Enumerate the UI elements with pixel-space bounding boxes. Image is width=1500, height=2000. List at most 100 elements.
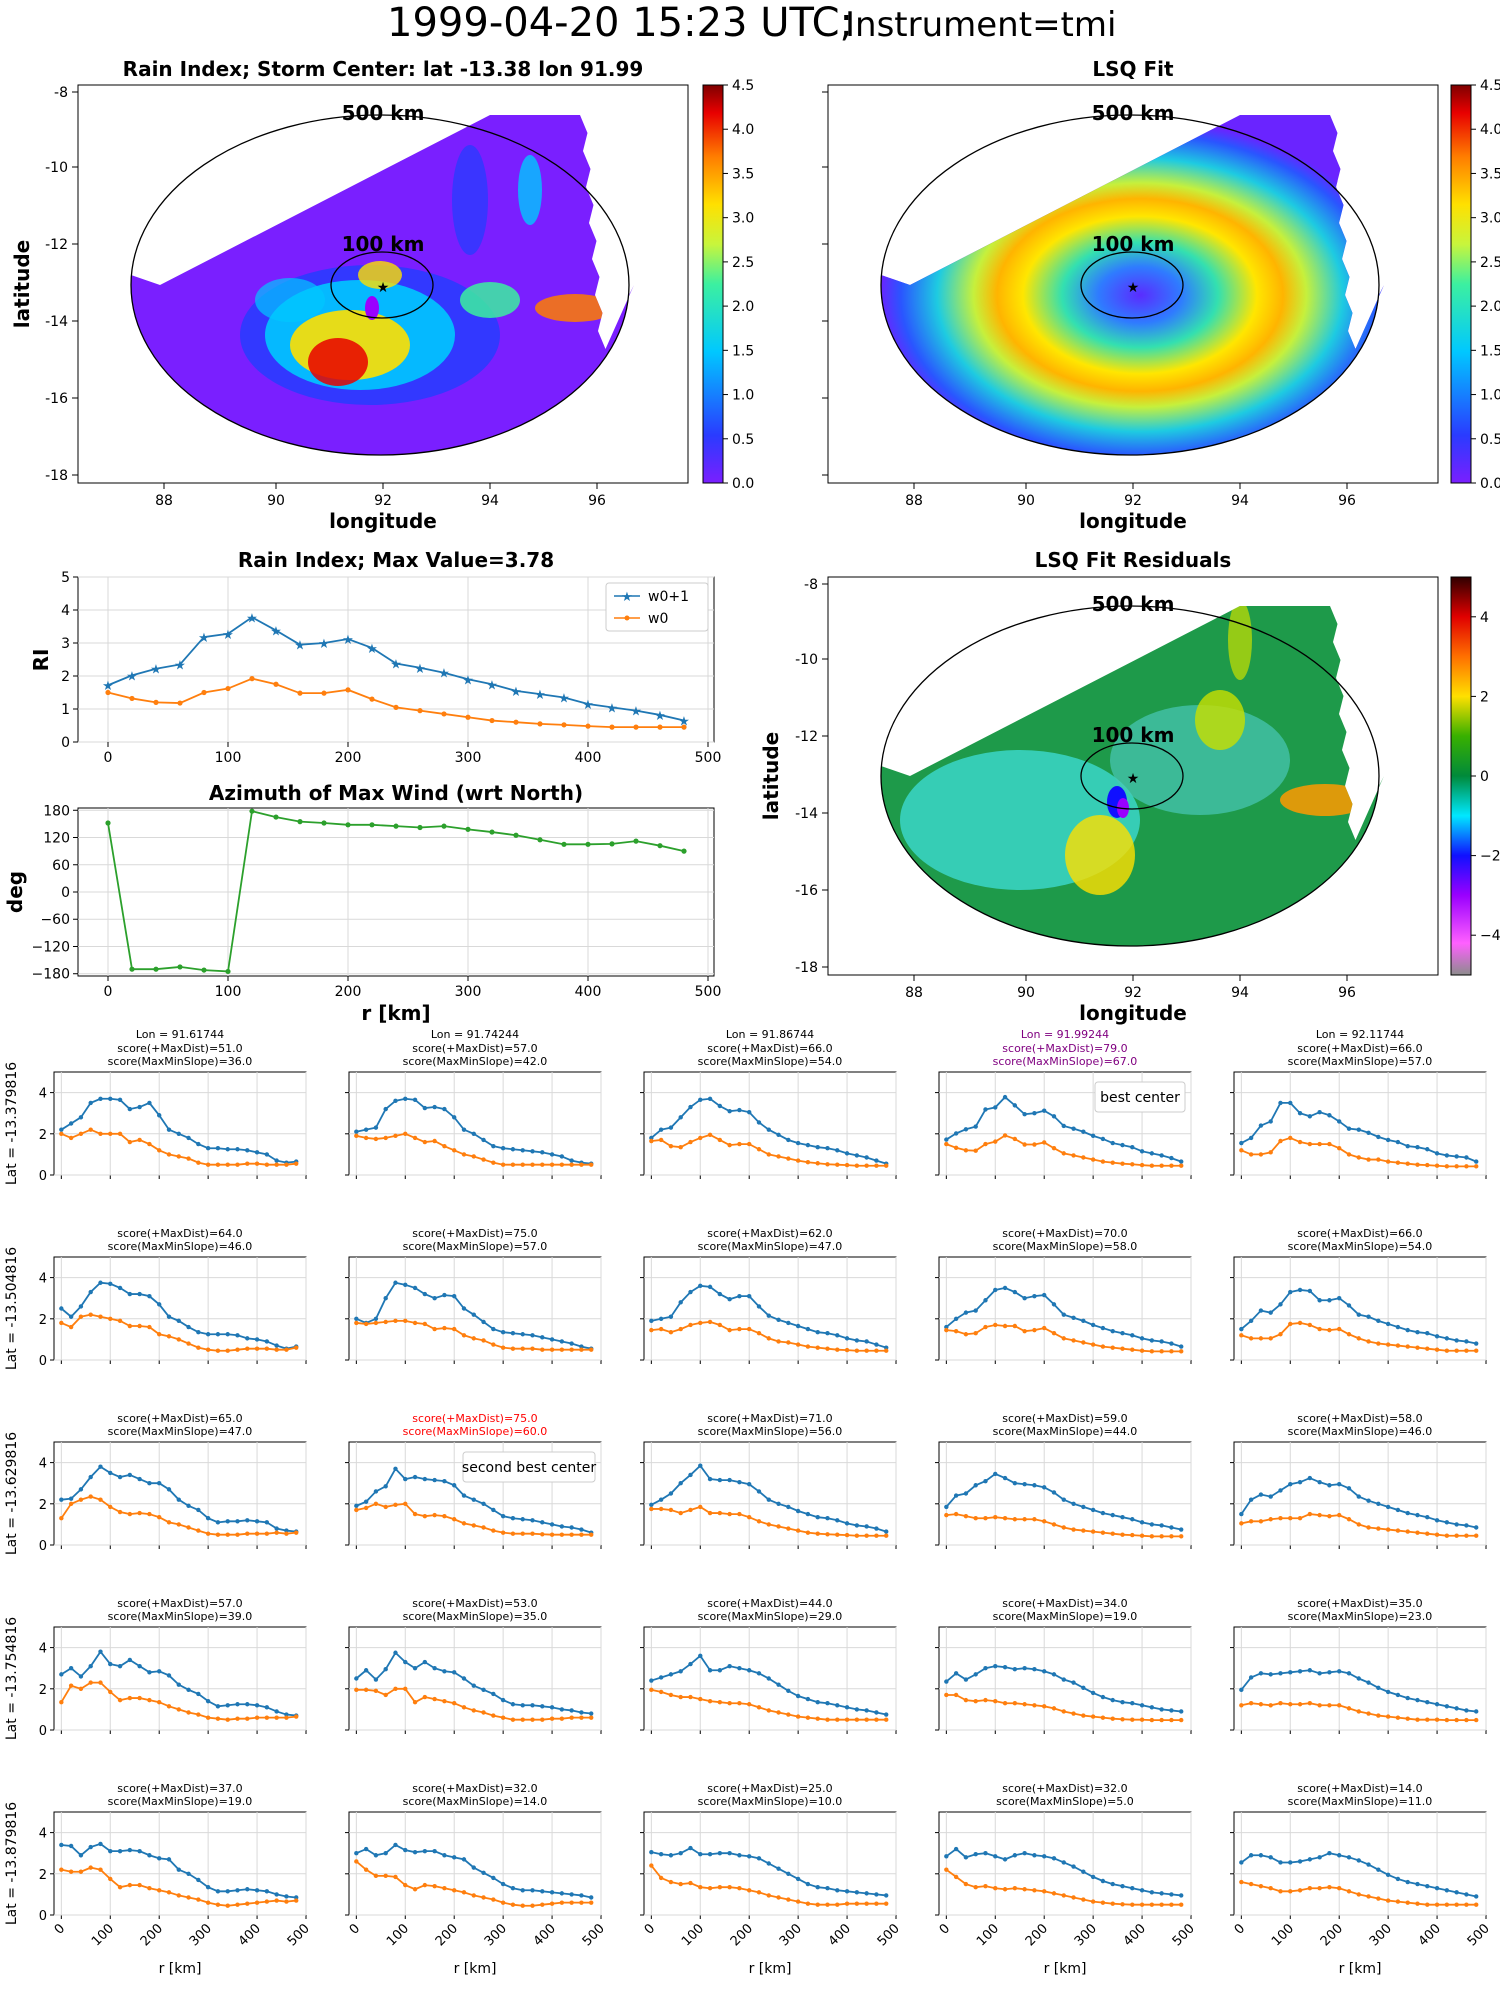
data-point: [1464, 1892, 1469, 1897]
data-point: [737, 1479, 742, 1485]
data-point: [147, 1853, 152, 1858]
data-point: ★: [102, 679, 114, 694]
data-point: [973, 1331, 978, 1336]
panel-maxdist-score: score(+MaxDist)=70.0: [1002, 1227, 1127, 1240]
data-point: [225, 968, 231, 975]
data-point: [510, 1886, 516, 1891]
data-point: [1327, 1703, 1332, 1708]
rain-index-profile-grid: [78, 576, 714, 743]
y-tick-label: 0: [39, 1724, 47, 1739]
x-tick-label: 88: [905, 985, 923, 1001]
data-point: [835, 1162, 840, 1167]
data-point: [225, 685, 231, 692]
data-point: [1307, 1322, 1313, 1328]
panel-lon-label: Lon = 92.11744: [1316, 1028, 1404, 1041]
data-point: [1346, 1126, 1352, 1131]
colorbar-tick-label: −2: [1480, 849, 1500, 865]
data-point: [274, 1158, 279, 1163]
data-point: [1356, 1709, 1361, 1714]
data-point: [78, 1487, 84, 1492]
data-point: [432, 1104, 437, 1110]
y-tick-label: -8: [804, 577, 818, 593]
data-point: [393, 1842, 398, 1848]
data-point: [1346, 1303, 1352, 1308]
data-point: [993, 1471, 998, 1477]
data-point: [1139, 1717, 1145, 1722]
data-point: [1474, 1341, 1479, 1346]
data-point: [1425, 1902, 1430, 1907]
data-point: [432, 1477, 437, 1483]
data-point: [688, 1694, 693, 1700]
panel-slope-score: score(MaxMinSlope)=56.0: [698, 1425, 843, 1438]
data-point: [944, 1141, 949, 1147]
data-point: [1139, 1149, 1145, 1154]
panel-slope-score: score(MaxMinSlope)=5.0: [996, 1795, 1134, 1808]
data-point: [983, 1516, 988, 1521]
data-point: [756, 1147, 762, 1152]
data-point: [1239, 1511, 1244, 1517]
rain-index-colorbar-ticks: 0.00.51.01.52.02.53.03.54.04.5: [723, 78, 754, 492]
lsq-fit-ring-500km: [880, 114, 1380, 456]
data-point: [1434, 1163, 1440, 1168]
data-point: [264, 1899, 270, 1904]
data-point: [403, 1131, 408, 1137]
data-point: [1268, 1119, 1273, 1124]
data-point: [756, 1304, 762, 1309]
data-point: [68, 1135, 74, 1141]
data-point: [1258, 1123, 1264, 1128]
data-point: [1149, 1163, 1155, 1168]
data-point: [944, 1324, 949, 1330]
data-point: [1307, 1511, 1313, 1517]
data-point: [1022, 1666, 1027, 1671]
data-point: [993, 1139, 998, 1144]
data-point: [569, 1347, 574, 1352]
panel-maxdist-score: score(+MaxDist)=44.0: [707, 1597, 832, 1610]
x-tick-label: 300: [187, 1921, 215, 1949]
data-point: [1376, 1501, 1381, 1507]
data-point: ★: [246, 611, 258, 626]
data-point: [196, 1141, 201, 1147]
data-point: [417, 708, 423, 714]
data-point: [373, 1873, 379, 1879]
data-point: [1032, 1888, 1037, 1893]
data-point: [1278, 1332, 1283, 1337]
data-point: [963, 1513, 969, 1519]
data-point: [658, 1127, 664, 1132]
data-point: [1081, 1318, 1086, 1324]
data-point: [756, 1519, 762, 1524]
data-point: [559, 1347, 565, 1352]
data-point: [530, 1717, 535, 1722]
y-tick-label: 60: [52, 858, 70, 874]
data-point: [442, 1669, 447, 1674]
data-point: [1464, 1348, 1469, 1353]
panel-xlabel: r [km]: [454, 1961, 497, 1977]
data-point: [1376, 1867, 1381, 1872]
data-point: ★: [534, 688, 546, 703]
panel-lat-label: Lat = -13.879816: [4, 1802, 20, 1925]
data-point: [196, 1712, 201, 1717]
data-point: [235, 1147, 240, 1152]
data-point: ★: [126, 669, 138, 684]
data-point: [1022, 1851, 1027, 1856]
series-line: [107, 616, 685, 722]
data-point: [737, 1293, 742, 1299]
data-point: [1002, 1516, 1008, 1521]
data-point: [186, 1710, 191, 1715]
data-point: [747, 1293, 752, 1299]
data-point: [963, 1677, 969, 1682]
data-point: [805, 1142, 811, 1148]
data-point: [537, 837, 543, 843]
data-point: [157, 1302, 162, 1307]
panel-maxdist-score: score(+MaxDist)=32.0: [1002, 1782, 1127, 1795]
data-point: [59, 1842, 64, 1848]
x-tick-label: 300: [1072, 1921, 1100, 1949]
data-point: [1288, 1702, 1293, 1707]
data-point: [973, 1148, 978, 1153]
data-point: [520, 1531, 525, 1536]
panel-slope-score: score(MaxMinSlope)=42.0: [403, 1055, 548, 1068]
rain-index-ring-500km: [130, 114, 630, 456]
panel-lon-label: Lon = 91.61744: [136, 1028, 224, 1041]
data-point: [1288, 1321, 1293, 1327]
data-point: [422, 1659, 428, 1665]
data-point: [1032, 1853, 1037, 1858]
